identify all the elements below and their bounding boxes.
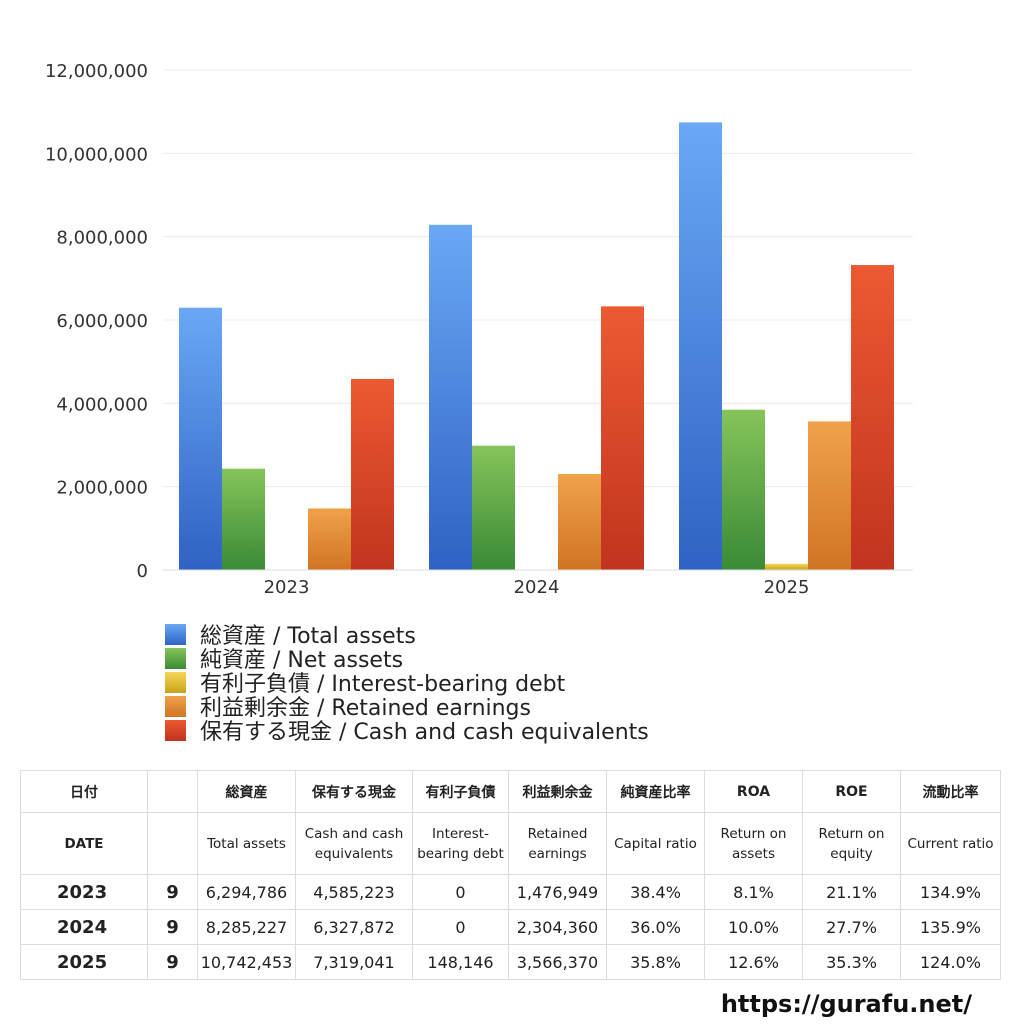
table-row: 2023 9 6,294,786 4,585,223 0 1,476,949 3… [20,874,1001,910]
row-cash: 6,327,872 [295,909,413,945]
legend-label-interest-bearing-debt: 有利子負債 / Interest-bearing debt [200,672,566,697]
header-roa-en: Return on assets [704,812,803,875]
y-tick-label: 0 [137,561,148,582]
bar-2025-series-2 [765,563,808,570]
bar-2025-series-4 [851,265,894,570]
legend-label-cash: 保有する現金 / Cash and cash equivalents [200,720,649,745]
x-tick-label: 2025 [764,577,810,598]
header-cash-en: Cash and cash equivalents [295,812,413,875]
bar-2025-series-1 [722,409,765,570]
row-roa: 12.6% [704,944,803,980]
chart-legend: 総資産 / Total assets 純資産 / Net assets 有利子負… [165,622,649,745]
bar-2024-series-1 [472,445,515,570]
table-header-row-en: DATE Total assets Cash and cash equivale… [20,812,1001,875]
bar-2023-series-1 [222,468,265,570]
legend-swatch-retained-earnings [165,695,186,717]
row-total-assets: 8,285,227 [197,909,296,945]
legend-item-interest-bearing-debt: 有利子負債 / Interest-bearing debt [165,670,649,697]
bar-2024-series-3 [558,473,601,570]
row-debt: 0 [412,874,509,910]
row-month: 9 [147,909,198,945]
y-tick-label: 6,000,000 [56,311,148,332]
bar-2025-series-0 [679,122,722,570]
header-debt-ja: 有利子負債 [412,770,509,813]
header-total-assets-ja: 総資産 [197,770,296,813]
row-retained: 2,304,360 [508,909,607,945]
header-month-ja [147,770,198,813]
bar-2024-series-0 [429,224,472,570]
row-cash: 7,319,041 [295,944,413,980]
row-roe: 35.3% [802,944,901,980]
bar-2025-series-3 [808,421,851,570]
legend-item-retained-earnings: 利益剰余金 / Retained earnings [165,694,649,721]
header-retained-en: Retained earnings [508,812,607,875]
bar-2023-series-0 [179,307,222,570]
legend-item-cash: 保有する現金 / Cash and cash equivalents [165,718,649,745]
bar-2023-series-3 [308,508,351,570]
source-url: https://gurafu.net/ [720,990,972,1018]
row-total-assets: 10,742,453 [197,944,296,980]
legend-label-retained-earnings: 利益剰余金 / Retained earnings [200,696,531,721]
y-tick-label: 4,000,000 [56,394,148,415]
header-month-en [147,812,198,875]
row-retained: 1,476,949 [508,874,607,910]
header-cash-ja: 保有する現金 [295,770,413,813]
header-date-en: DATE [20,812,148,875]
row-current-ratio: 134.9% [900,874,1001,910]
row-roe: 27.7% [802,909,901,945]
row-roe: 21.1% [802,874,901,910]
legend-swatch-interest-bearing-debt [165,671,186,693]
bar-2023-series-4 [351,378,394,570]
row-cash: 4,585,223 [295,874,413,910]
legend-label-total-assets: 総資産 / Total assets [200,624,416,649]
table-row: 2025 9 10,742,453 7,319,041 148,146 3,56… [20,944,1001,980]
row-year: 2025 [20,944,148,980]
header-roa-ja: ROA [704,770,803,813]
row-year: 2023 [20,874,148,910]
x-tick-label: 2024 [514,577,560,598]
row-debt: 0 [412,909,509,945]
header-roe-ja: ROE [802,770,901,813]
legend-item-net-assets: 純資産 / Net assets [165,646,649,673]
legend-swatch-total-assets [165,623,186,645]
x-tick-label: 2023 [264,577,310,598]
row-month: 9 [147,874,198,910]
header-roe-en: Return on equity [802,812,901,875]
legend-swatch-net-assets [165,647,186,669]
table-header-row-ja: 日付 総資産 保有する現金 有利子負債 利益剰余金 純資産比率 ROA ROE … [20,770,1001,813]
legend-label-net-assets: 純資産 / Net assets [200,648,404,673]
y-tick-label: 12,000,000 [45,61,148,82]
table-row: 2024 9 8,285,227 6,327,872 0 2,304,360 3… [20,909,1001,945]
row-current-ratio: 124.0% [900,944,1001,980]
financial-metrics-table: 日付 総資産 保有する現金 有利子負債 利益剰余金 純資産比率 ROA ROE … [20,770,1001,980]
row-capital-ratio: 36.0% [606,909,705,945]
header-capital-ratio-ja: 純資産比率 [606,770,705,813]
row-current-ratio: 135.9% [900,909,1001,945]
row-retained: 3,566,370 [508,944,607,980]
header-current-ratio-en: Current ratio [900,812,1001,875]
row-capital-ratio: 38.4% [606,874,705,910]
header-total-assets-en: Total assets [197,812,296,875]
header-current-ratio-ja: 流動比率 [900,770,1001,813]
y-tick-label: 8,000,000 [56,228,148,249]
y-tick-label: 2,000,000 [56,478,148,499]
row-capital-ratio: 35.8% [606,944,705,980]
row-total-assets: 6,294,786 [197,874,296,910]
row-roa: 8.1% [704,874,803,910]
legend-swatch-cash [165,719,186,741]
bar-2024-series-4 [601,306,644,570]
row-year: 2024 [20,909,148,945]
row-roa: 10.0% [704,909,803,945]
header-retained-ja: 利益剰余金 [508,770,607,813]
row-month: 9 [147,944,198,980]
y-tick-label: 10,000,000 [45,144,148,165]
header-debt-en: Interest-bearing debt [412,812,509,875]
row-debt: 148,146 [412,944,509,980]
legend-item-total-assets: 総資産 / Total assets [165,622,649,649]
header-date-ja: 日付 [20,770,148,813]
bar-chart: 0 2,000,000 4,000,000 6,000,000 8,000,000 10,… [45,61,913,598]
header-capital-ratio-en: Capital ratio [606,812,705,875]
